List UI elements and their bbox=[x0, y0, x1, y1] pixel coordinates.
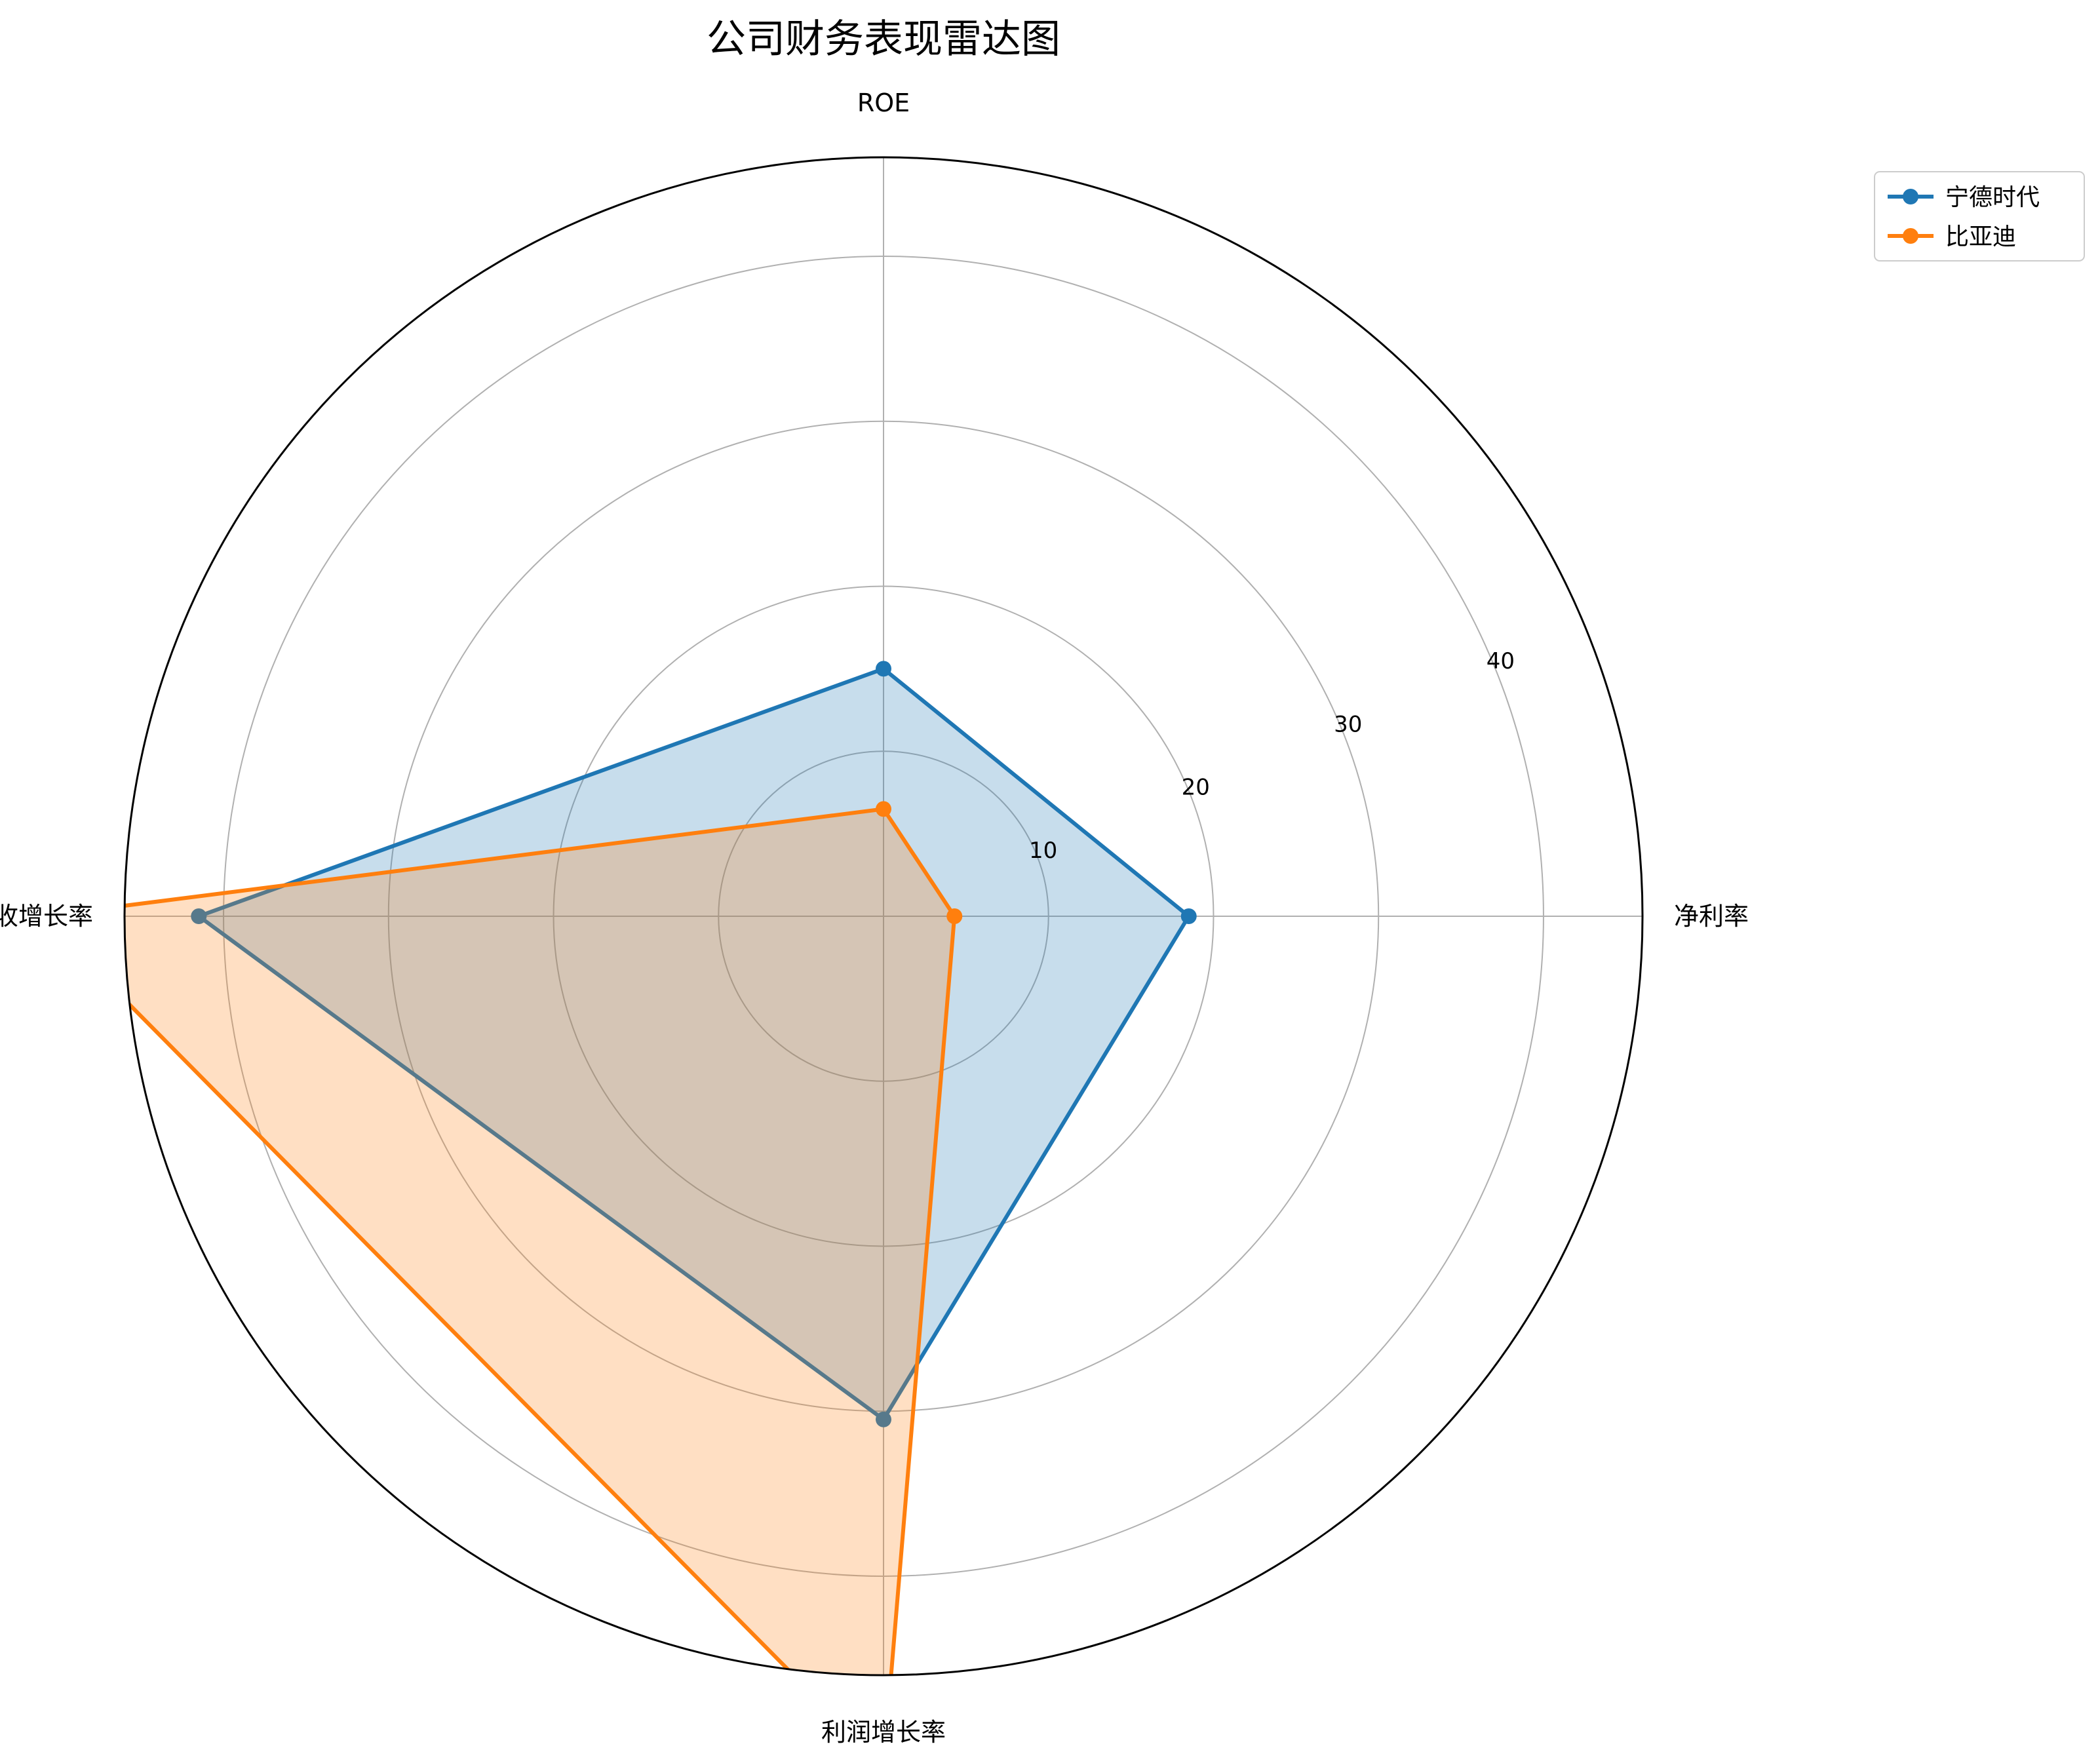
polar-grid bbox=[125, 157, 1643, 1675]
chart-title: 公司财务表现雷达图 bbox=[707, 16, 1060, 62]
legend: 宁德时代 比亚迪 bbox=[1874, 171, 2085, 262]
series-0-point-2 bbox=[191, 908, 207, 924]
r-tick-label-0: 10 bbox=[1029, 838, 1057, 864]
plot-boundary bbox=[123, 156, 1644, 1676]
series-layer bbox=[125, 661, 1197, 1675]
r-tick-label-3: 40 bbox=[1487, 648, 1515, 674]
r-tick-label-1: 20 bbox=[1182, 775, 1210, 801]
legend-label-0: 宁德时代 bbox=[1945, 184, 2040, 211]
series-0-point-1 bbox=[876, 661, 891, 677]
legend-marker-0 bbox=[1903, 189, 1918, 204]
series-0-point-3 bbox=[876, 1411, 891, 1427]
legend-label-1: 比亚迪 bbox=[1945, 223, 2016, 250]
axis-label-0: 净利率 bbox=[1674, 902, 1749, 931]
series-0-point-0 bbox=[1180, 908, 1197, 924]
axis-label-1: ROE bbox=[857, 88, 910, 117]
series-fill-0 bbox=[199, 669, 1189, 1420]
legend-marker-1 bbox=[1903, 228, 1918, 244]
r-tick-label-2: 30 bbox=[1334, 711, 1362, 737]
series-1-point-1 bbox=[876, 801, 891, 817]
series-fill-1 bbox=[125, 809, 955, 1675]
series-1-point-0 bbox=[946, 908, 963, 924]
axis-labels: 10 20 30 40 净利率 ROE 营收增长率利润增长率 bbox=[0, 88, 1749, 1744]
series-line-1 bbox=[125, 807, 957, 1675]
axis-label-3: 利润增长率 bbox=[821, 1718, 946, 1744]
axis-label-2: 营收增长率 bbox=[0, 902, 93, 931]
legend-frame bbox=[1874, 171, 2085, 262]
